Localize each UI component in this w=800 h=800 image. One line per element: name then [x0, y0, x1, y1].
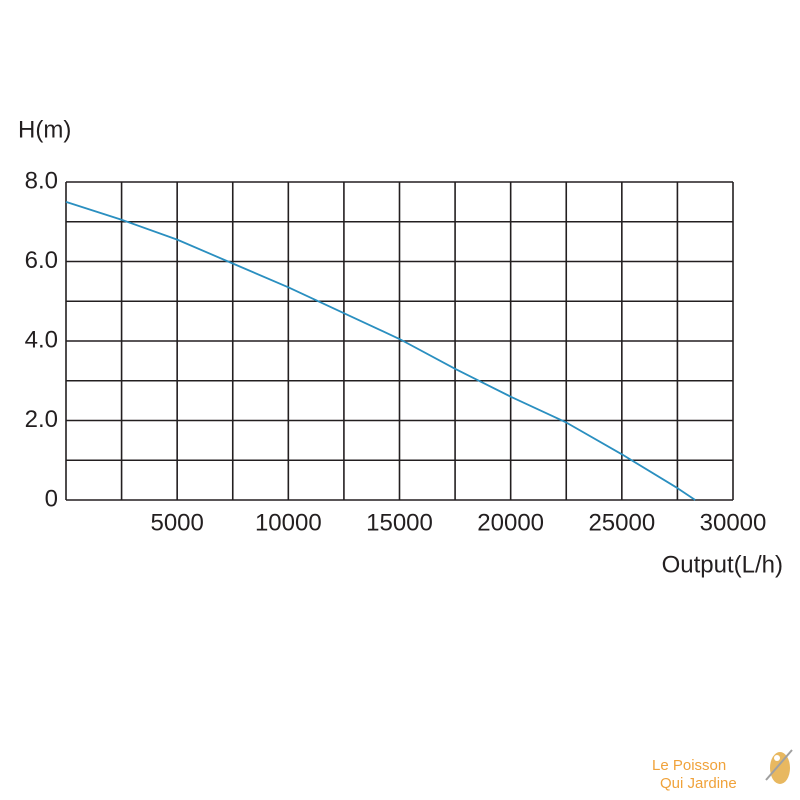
x-tick-label: 10000 [255, 509, 322, 536]
x-tick-label: 5000 [150, 509, 203, 536]
x-tick-label: 15000 [366, 509, 433, 536]
y-tick-label: 2.0 [25, 406, 58, 433]
y-tick-label: 8.0 [25, 167, 58, 194]
x-tick-label: 25000 [588, 509, 655, 536]
x-axis-label: Output(L/h) [662, 551, 783, 578]
x-tick-label: 20000 [477, 509, 544, 536]
watermark: Qui Jardine [660, 775, 737, 792]
y-axis-label: H(m) [18, 116, 71, 143]
x-tick-label: 30000 [700, 509, 767, 536]
watermark-icon [765, 749, 793, 784]
y-tick-label: 0 [45, 485, 58, 512]
y-tick-label: 4.0 [25, 326, 58, 353]
y-tick-label: 6.0 [25, 247, 58, 274]
curve [65, 201, 696, 501]
watermark: Le Poisson [652, 757, 726, 774]
